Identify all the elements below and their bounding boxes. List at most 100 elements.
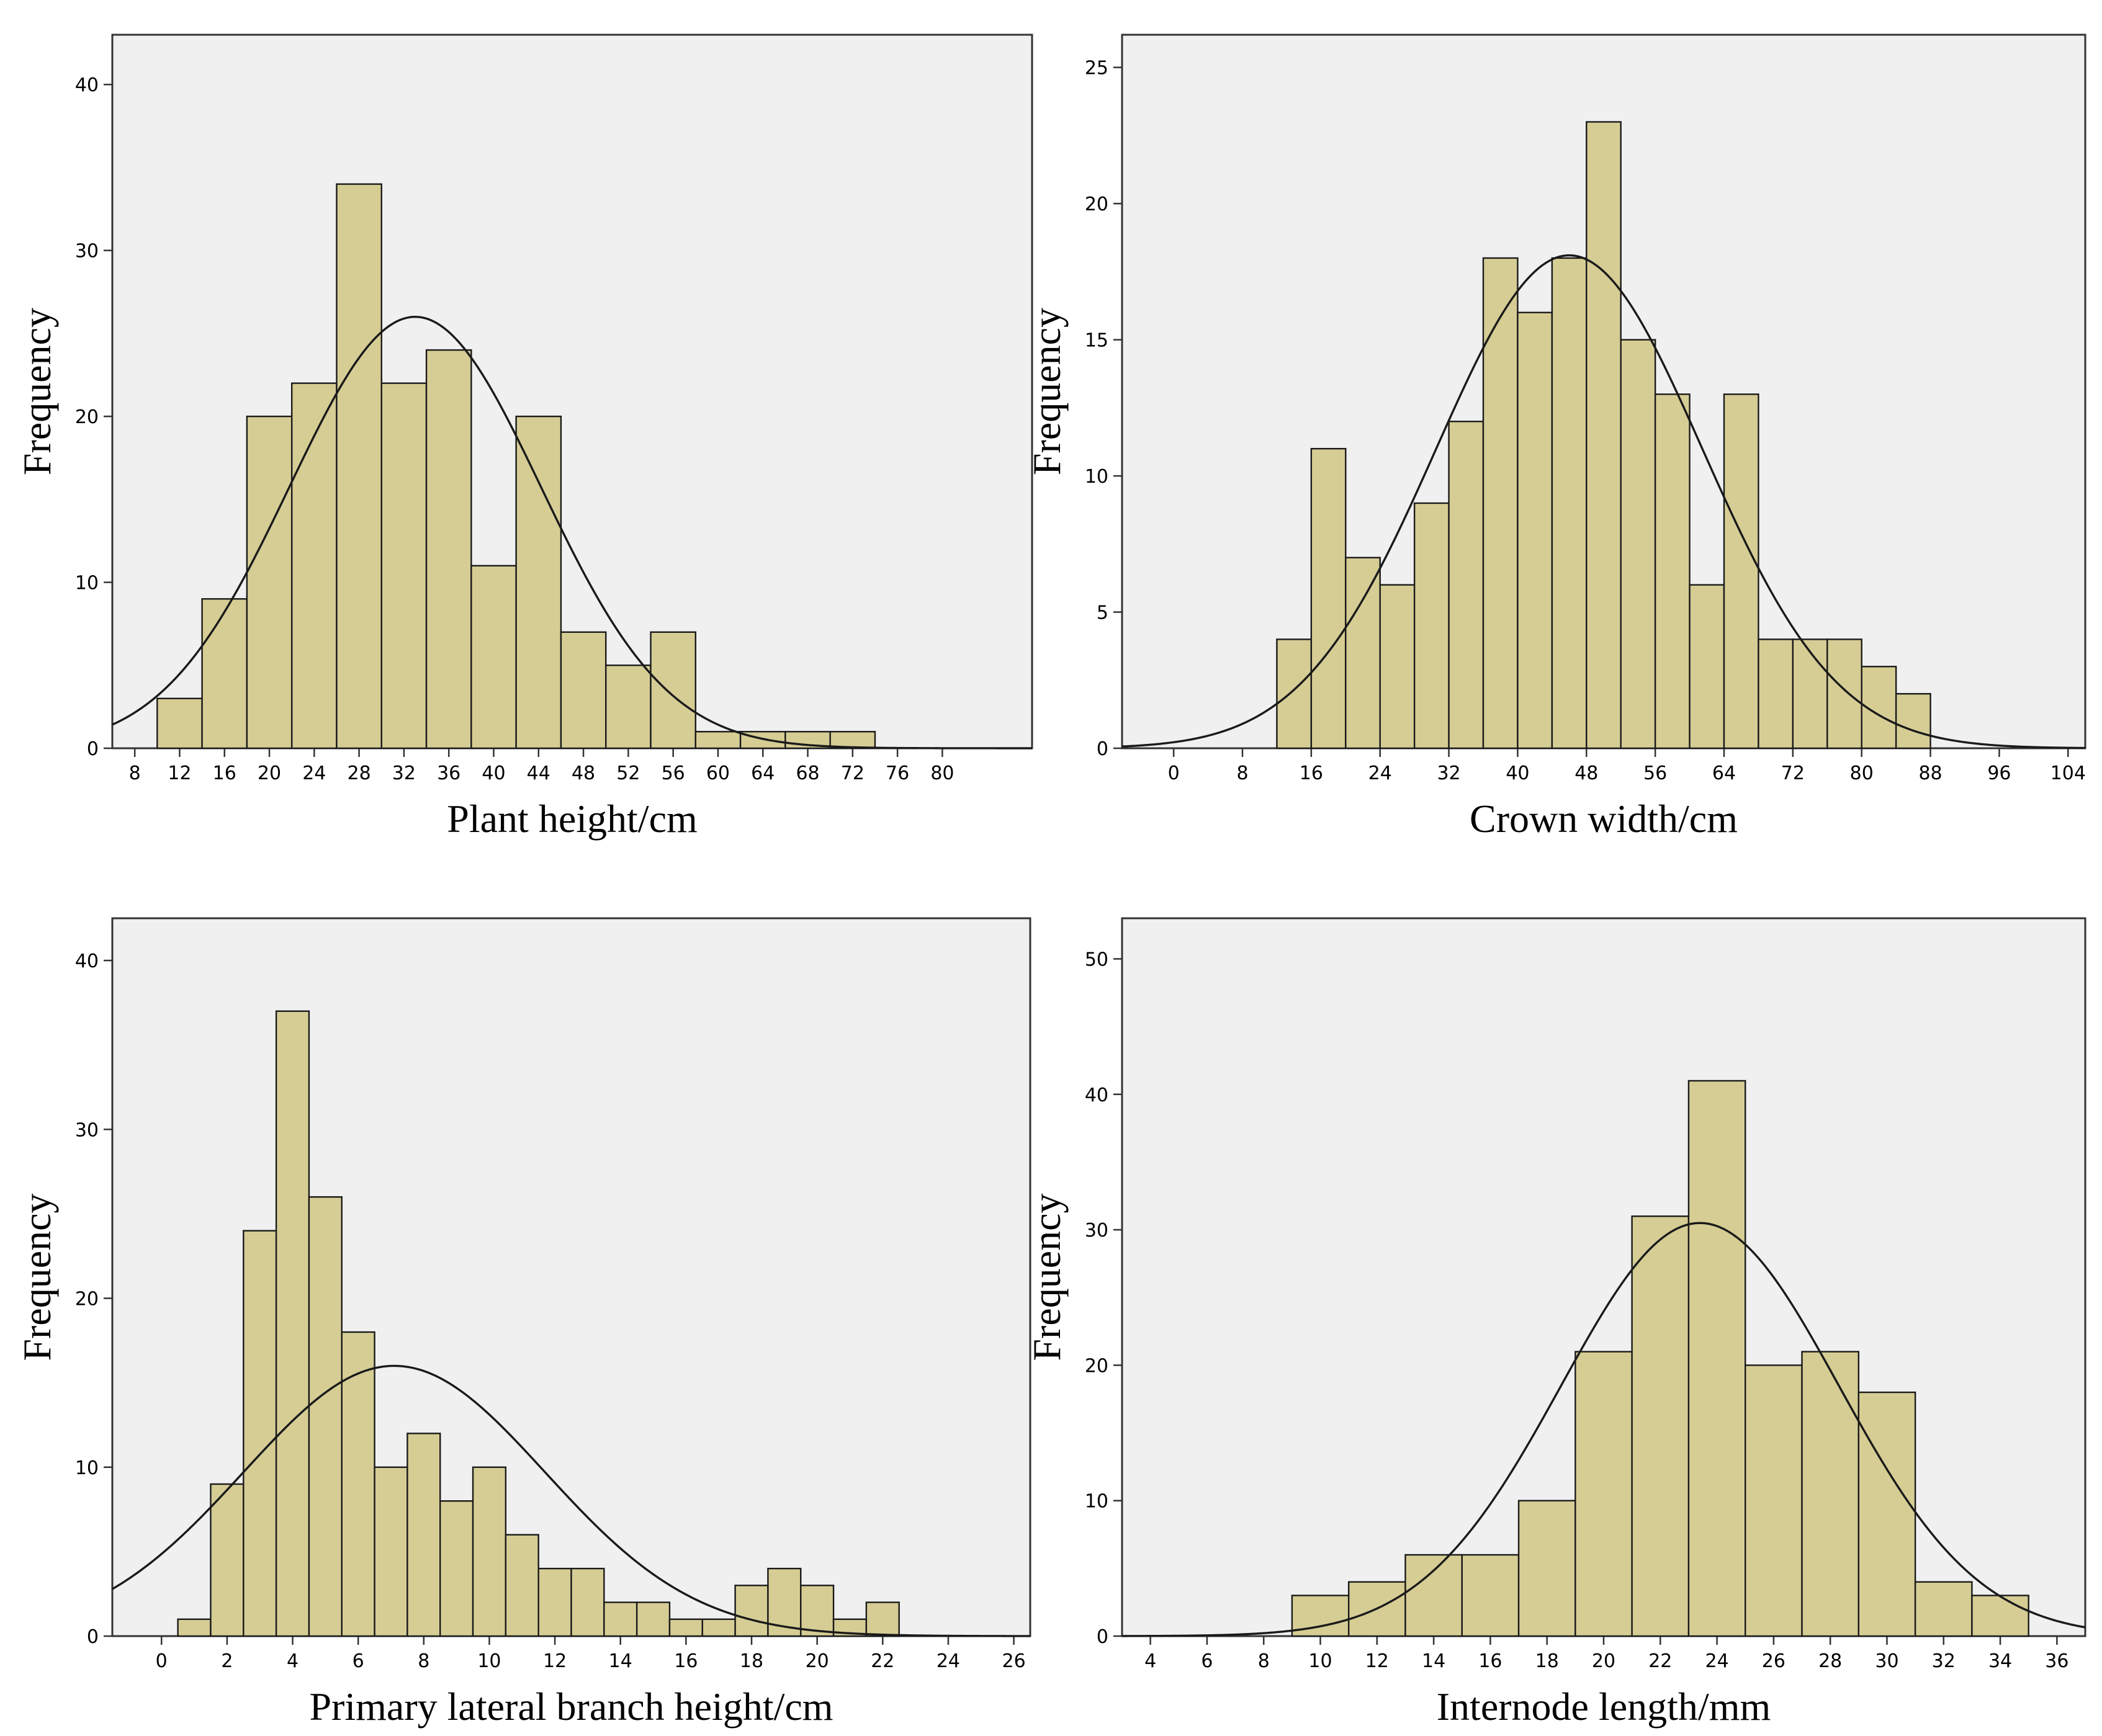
x-tick-label: 20 <box>1592 1650 1615 1672</box>
x-tick-label: 14 <box>1422 1650 1445 1672</box>
histogram-bar <box>380 382 428 749</box>
x-tick-label: 24 <box>1705 1650 1728 1672</box>
y-axis-title: Frequency <box>15 1193 59 1361</box>
histogram-bar <box>1826 638 1862 749</box>
y-tick-label: 30 <box>1085 1220 1108 1242</box>
x-tick-label: 48 <box>1574 763 1598 784</box>
y-tick-label: 20 <box>75 406 99 428</box>
y-tick-label: 25 <box>1085 58 1108 79</box>
x-tick-label: 32 <box>1437 763 1460 784</box>
y-tick-label: 10 <box>1085 1491 1108 1513</box>
histogram-bar <box>1310 447 1347 749</box>
histogram-bar <box>425 349 472 749</box>
y-axis-title: Frequency <box>15 308 59 475</box>
histogram-bar <box>1914 1581 1973 1637</box>
x-tick-label: 40 <box>482 763 505 784</box>
x-tick-label: 16 <box>1300 763 1323 784</box>
y-tick-label: 30 <box>75 1119 99 1141</box>
y-tick-label: 10 <box>1085 466 1108 488</box>
histogram-bar <box>1345 557 1381 749</box>
histogram-bar <box>1276 638 1313 749</box>
x-tick-label: 48 <box>572 763 595 784</box>
y-tick-label: 50 <box>1085 949 1108 970</box>
y-tick-label: 30 <box>75 241 99 262</box>
x-tick-label: 40 <box>1506 763 1529 784</box>
axes <box>1113 66 2069 757</box>
y-tick-label: 10 <box>75 573 99 594</box>
x-tick-label: 80 <box>1850 763 1874 784</box>
histogram-bar <box>1517 1500 1576 1637</box>
x-tick-label: 104 <box>2050 763 2086 784</box>
histogram-bar <box>1689 584 1725 749</box>
x-axis-title: Crown width/cm <box>1470 797 1738 841</box>
x-tick-label: 16 <box>1478 1650 1502 1672</box>
histogram-bar <box>603 1601 638 1637</box>
x-tick-label: 12 <box>168 763 191 784</box>
histogram-bar <box>406 1433 441 1637</box>
histogram-bar <box>1551 257 1588 749</box>
x-tick-label: 28 <box>348 763 371 784</box>
panel-plant-height: 8 12 16 20 24 28 32 36 40 44 48 52 56 60 64 68 72 76 80 0 10… <box>15 34 1033 841</box>
x-tick-label: 18 <box>740 1650 763 1672</box>
x-tick-label: 12 <box>543 1650 567 1672</box>
y-tick-label: 40 <box>75 951 99 972</box>
histogram-bar <box>156 697 203 749</box>
histogram-bar <box>201 598 248 749</box>
histogram-bar <box>800 1585 835 1637</box>
normal-curve <box>112 1364 1030 1637</box>
x-axis-title: Primary lateral branch height/cm <box>309 1685 833 1729</box>
y-tick-label: 15 <box>1085 330 1108 352</box>
x-tick-label: 24 <box>936 1650 960 1672</box>
histogram-bar <box>701 1618 736 1637</box>
histogram-bar <box>605 664 652 749</box>
y-tick-label: 0 <box>87 738 99 760</box>
x-tick-label: 88 <box>1918 763 1942 784</box>
axes <box>1113 958 2058 1645</box>
x-tick-label: 8 <box>129 763 141 784</box>
histogram-bar <box>308 1196 343 1637</box>
tick-labels: 4 6 8 10 12 14 16 18 20 22 24 26 28 30 32 34 36 0 10 20 30 40… <box>1085 949 2069 1672</box>
y-tick-label: 0 <box>1097 1626 1108 1648</box>
x-tick-label: 10 <box>1308 1650 1332 1672</box>
x-tick-label: 56 <box>1643 763 1667 784</box>
x-tick-label: 64 <box>1712 763 1736 784</box>
x-tick-label: 16 <box>674 1650 698 1672</box>
x-tick-label: 32 <box>392 763 416 784</box>
tick-labels: 0 8 16 24 32 40 48 56 64 72 80 88 96 104 0 5 10 15 20 25 <box>1085 58 2086 784</box>
y-axis-title: Frequency <box>1025 1193 1069 1361</box>
bars <box>177 1010 900 1637</box>
y-tick-label: 0 <box>1097 738 1108 760</box>
y-axis-title: Frequency <box>1025 308 1069 475</box>
histogram-bar <box>1801 1351 1860 1637</box>
histogram-bar <box>865 1601 900 1637</box>
histogram-bar <box>177 1618 212 1637</box>
histogram-bar <box>210 1483 245 1637</box>
x-tick-label: 18 <box>1535 1650 1559 1672</box>
normal-curve <box>112 315 1032 749</box>
x-tick-label: 72 <box>841 763 865 784</box>
histogram-bar <box>1895 693 1931 749</box>
y-tick-label: 40 <box>75 74 99 96</box>
x-tick-label: 10 <box>477 1650 501 1672</box>
bars <box>1291 1080 2029 1637</box>
y-tick-label: 20 <box>1085 194 1108 215</box>
histogram-bar <box>1379 584 1416 749</box>
x-tick-label: 24 <box>1368 763 1392 784</box>
x-tick-label: 26 <box>1762 1650 1785 1672</box>
x-tick-label: 6 <box>353 1650 364 1672</box>
histogram-bar <box>668 1618 703 1637</box>
x-tick-label: 34 <box>1988 1650 2012 1672</box>
x-tick-label: 22 <box>871 1650 894 1672</box>
histogram-bar <box>636 1601 671 1637</box>
histogram-bar <box>505 1534 539 1637</box>
x-tick-label: 60 <box>706 763 730 784</box>
x-tick-label: 20 <box>258 763 281 784</box>
histogram-bar <box>1413 502 1450 749</box>
histogram-bar <box>1404 1554 1463 1637</box>
histogram-bar <box>515 415 562 749</box>
x-tick-label: 16 <box>213 763 236 784</box>
histogram-bar <box>1654 393 1691 749</box>
histogram-bar <box>1517 311 1553 749</box>
